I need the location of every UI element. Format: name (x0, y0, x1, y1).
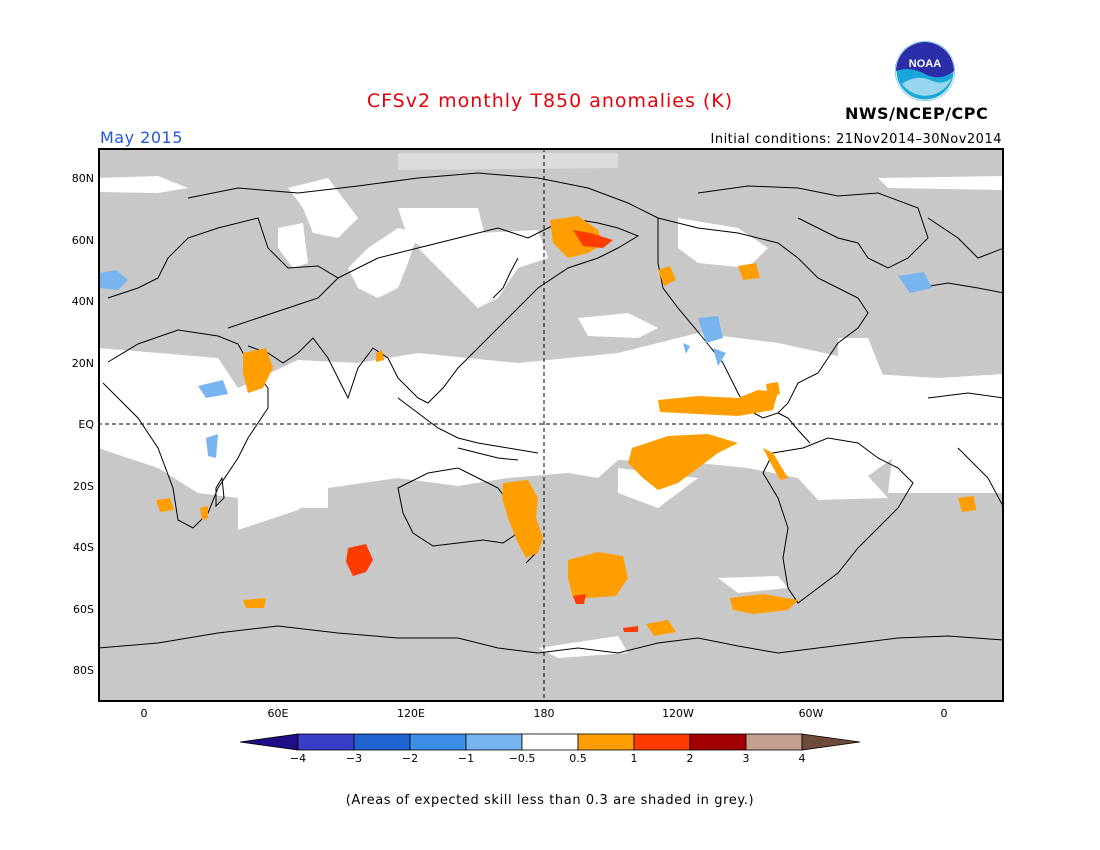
logo-text: NOAA (909, 58, 941, 70)
colorbar-label: 0.5 (569, 752, 587, 765)
colorbar-segment (801, 733, 861, 751)
colorbar-segment (633, 733, 691, 751)
positive-anomaly-areas (156, 216, 976, 636)
colorbar-label: −2 (401, 752, 419, 765)
colorbar-segment (297, 733, 355, 751)
lon-label: 120E (397, 707, 425, 720)
colorbar-segment (689, 733, 747, 751)
lat-label: EQ (78, 418, 94, 431)
colorbar-label: 1 (630, 752, 638, 765)
lat-label: 60S (73, 603, 94, 616)
lon-label: 60E (267, 707, 289, 720)
initial-conditions-label: Initial conditions: 21Nov2014–30Nov2014 (710, 132, 1002, 147)
map-frame (98, 148, 1004, 702)
forecast-period: May 2015 (100, 128, 183, 147)
lat-label: 60N (71, 234, 94, 247)
lon-label: 60W (798, 707, 824, 720)
lon-label: 120W (662, 707, 694, 720)
colorbar-segment (577, 733, 635, 751)
lon-label: 0 (140, 707, 148, 720)
agency-label: NWS/NCEP/CPC (845, 104, 989, 123)
colorbar-label: −0.5 (508, 752, 536, 765)
colorbar-segment (745, 733, 803, 751)
colorbar-label: 3 (742, 752, 750, 765)
colorbar-label: 2 (686, 752, 694, 765)
map-title: CFSv2 monthly T850 anomalies (K) (366, 90, 734, 112)
colorbar-label: −4 (289, 752, 307, 765)
colorbar-segment (521, 733, 579, 751)
noaa-logo-icon: NOAA (894, 40, 956, 102)
strong-positive-anomaly-areas (346, 230, 638, 632)
lon-label: 180 (533, 707, 555, 720)
negative-anomaly-areas (100, 270, 932, 458)
colorbar (240, 733, 861, 751)
colorbar-label: −3 (345, 752, 363, 765)
lat-label: 40S (73, 541, 94, 554)
colorbar-label: −1 (457, 752, 475, 765)
colorbar-segment (465, 733, 523, 751)
colorbar-label: 4 (798, 752, 806, 765)
colorbar-segment (353, 733, 411, 751)
lon-label: 0 (940, 707, 948, 720)
lat-label: 20S (73, 480, 94, 493)
lat-label: 80N (71, 172, 94, 185)
colorbar-segment (409, 733, 467, 751)
lat-label: 80S (73, 664, 94, 677)
anomaly-map (98, 148, 1004, 702)
footnote: (Areas of expected skill less than 0.3 a… (345, 793, 755, 808)
colorbar-segment (240, 733, 299, 751)
lat-label: 40N (71, 295, 94, 308)
lat-label: 20N (71, 357, 94, 370)
